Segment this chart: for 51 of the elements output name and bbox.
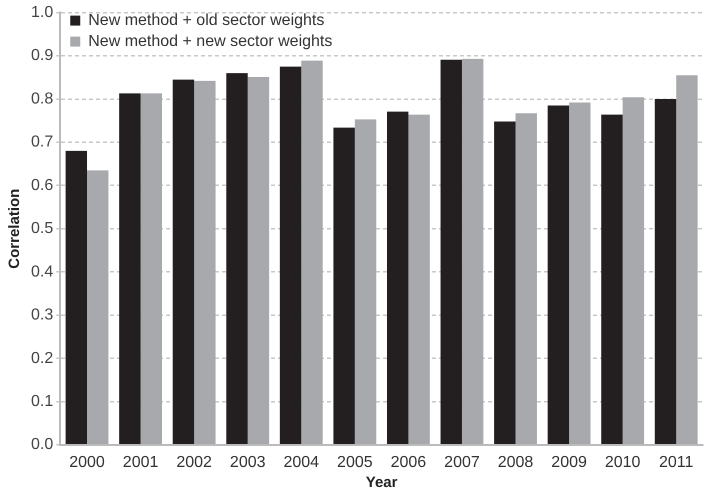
bar — [548, 106, 570, 444]
bar — [301, 60, 323, 444]
bar — [248, 77, 270, 444]
bar — [194, 80, 216, 444]
bar — [226, 73, 248, 444]
y-tick-label: 0.0 — [30, 436, 54, 454]
x-tick-label: 2003 — [230, 454, 266, 471]
x-tick-label: 2001 — [122, 454, 158, 471]
bar — [119, 93, 141, 444]
legend-label: New method + new sector weights — [88, 33, 332, 50]
y-tick-label: 0.4 — [30, 263, 54, 280]
y-axis-title: Correlation — [6, 188, 24, 269]
y-tick-label: 0.1 — [30, 392, 54, 410]
y-tick-label: 0.6 — [30, 176, 54, 194]
bar — [676, 75, 698, 444]
x-tick-label: 2002 — [176, 454, 212, 471]
bar — [569, 102, 591, 444]
bar — [333, 128, 355, 444]
x-tick-label: 2010 — [604, 454, 641, 471]
bar — [654, 99, 676, 444]
bar — [516, 113, 537, 444]
bar — [440, 60, 462, 444]
x-tick-label: 2000 — [69, 454, 105, 471]
x-axis-title: Year — [366, 474, 398, 492]
x-tick-label: 2009 — [551, 454, 587, 471]
x-tick-label: 2005 — [337, 454, 373, 471]
y-tick-label: 0.7 — [30, 134, 54, 151]
y-tick-label: 1.0 — [30, 4, 54, 22]
bar — [494, 122, 516, 444]
bar — [354, 119, 376, 444]
y-tick-label: 0.8 — [30, 90, 54, 108]
x-tick-label: 2007 — [444, 454, 480, 471]
y-tick-label: 0.9 — [30, 47, 54, 64]
bar — [386, 112, 408, 444]
bar — [140, 93, 162, 444]
bar — [280, 66, 302, 444]
bar — [601, 114, 623, 444]
bar — [408, 114, 430, 444]
bar — [172, 80, 194, 444]
y-tick-label: 0.5 — [30, 220, 54, 238]
bar — [462, 58, 484, 444]
x-tick-label: 2008 — [498, 454, 534, 471]
x-tick-label: 2011 — [659, 454, 694, 471]
y-tick-label: 0.2 — [30, 350, 54, 367]
x-tick-label: 2006 — [390, 454, 426, 471]
bar — [622, 97, 644, 444]
x-tick-label: 2004 — [283, 454, 320, 471]
legend-label: New method + old sector weights — [88, 12, 324, 30]
y-tick-label: 0.3 — [30, 306, 54, 324]
bar — [66, 150, 88, 444]
bar — [87, 170, 108, 444]
